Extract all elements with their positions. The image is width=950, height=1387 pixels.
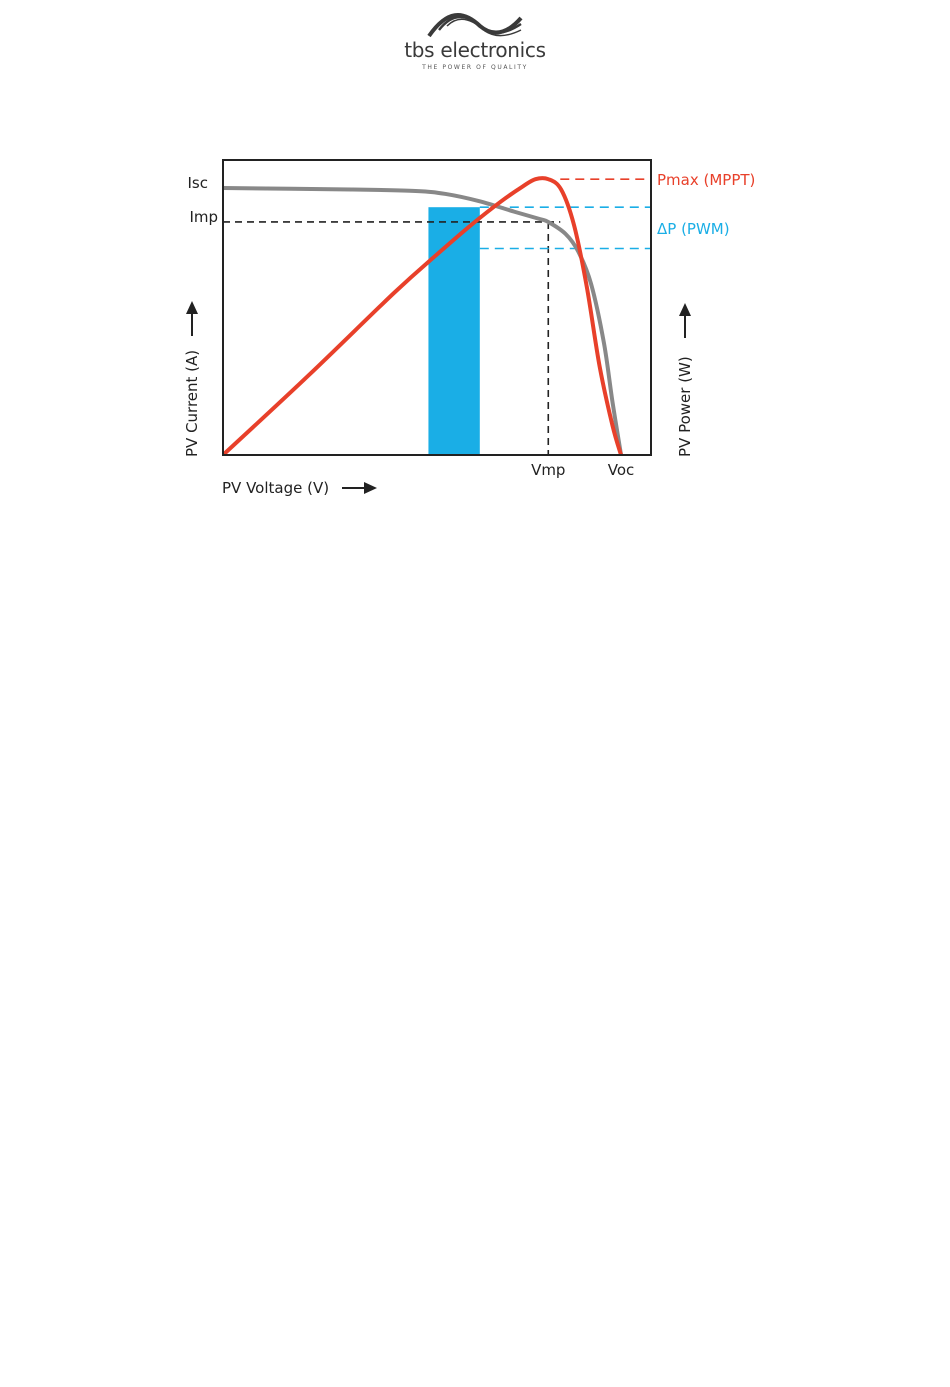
y-axis-label-right: PV Power (W)	[676, 356, 694, 457]
x-axis-arrow-icon	[342, 482, 377, 494]
iv-pv-chart: Isc Imp Vmp Voc Pmax (MPPT) ΔP (PWM) PV …	[183, 159, 755, 497]
y-axis-arrow-left-icon	[186, 301, 198, 336]
series-current-line	[223, 186, 624, 455]
y-axis-arrow-right-icon	[679, 303, 691, 338]
series-power-line	[223, 176, 623, 455]
pwm-band	[428, 207, 480, 455]
annotation-delta-p: ΔP (PWM)	[657, 220, 730, 238]
header: tbs electronics THE POWER OF QUALITY	[0, 0, 950, 90]
x-tick-vmp: Vmp	[531, 461, 565, 479]
x-axis-label: PV Voltage (V)	[222, 479, 329, 497]
logo-name: tbs electronics	[404, 38, 546, 62]
annotation-pmax: Pmax (MPPT)	[657, 171, 755, 189]
y-tick-isc: Isc	[188, 174, 209, 192]
y-tick-imp: Imp	[189, 208, 218, 226]
logo-tagline: THE POWER OF QUALITY	[422, 64, 528, 71]
logo-wave-icon	[427, 13, 523, 38]
y-axis-label-left: PV Current (A)	[183, 350, 201, 457]
x-tick-voc: Voc	[608, 461, 635, 479]
plot-frame	[222, 159, 652, 456]
